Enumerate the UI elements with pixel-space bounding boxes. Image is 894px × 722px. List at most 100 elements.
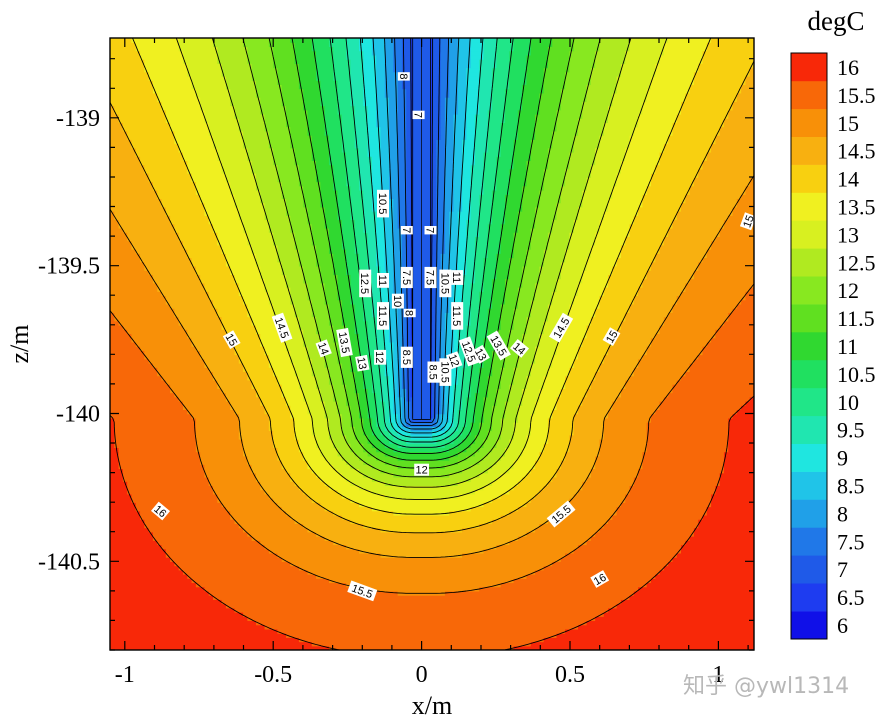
- contour-band-cell: [208, 126, 240, 132]
- contour-band-cell: [367, 400, 377, 406]
- contour-band-cell: [453, 413, 459, 419]
- contour-band-cell: [286, 346, 309, 351]
- contour-band-cell: [530, 139, 553, 145]
- contour-band-cell: [110, 80, 154, 86]
- contour-band-cell: [341, 227, 356, 233]
- contour-band-cell: [436, 282, 442, 288]
- contour-band-cell: [307, 206, 326, 212]
- contour-band-cell: [500, 316, 515, 322]
- contour-band-cell: [406, 257, 412, 263]
- contour-band-cell: [496, 443, 510, 449]
- contour-band-cell: [328, 460, 347, 465]
- contour-band-cell: [500, 143, 515, 149]
- contour-band-cell: [363, 586, 480, 592]
- contour-band-cell: [444, 240, 450, 246]
- contour-line-15-5: [110, 283, 754, 594]
- contour-band-cell: [444, 206, 455, 212]
- contour-band-cell: [560, 261, 588, 267]
- contour-band-cell: [483, 164, 497, 170]
- contour-band-cell: [191, 257, 227, 263]
- contour-band-cell: [406, 118, 412, 124]
- contour-band-cell: [397, 147, 407, 153]
- contour-band-cell: [582, 274, 609, 280]
- contour-band-cell: [646, 422, 729, 427]
- colorbar-label: 9.5: [837, 418, 865, 443]
- contour-band-cell: [526, 249, 545, 254]
- contour-band-cell: [569, 312, 596, 318]
- contour-band-cell: [436, 422, 442, 427]
- contour-band-cell: [432, 430, 446, 436]
- contour-band-cell: [114, 316, 180, 322]
- contour-band-cell: [457, 350, 467, 356]
- contour-band-cell: [363, 426, 373, 432]
- contour-band-cell: [380, 287, 390, 292]
- contour-band-cell: [436, 215, 446, 221]
- contour-band-cell: [470, 54, 485, 60]
- contour-band-cell: [393, 396, 403, 402]
- contour-band-cell: [487, 236, 502, 242]
- contour-band-cell: [642, 101, 682, 107]
- contour-band-cell: [384, 405, 390, 411]
- contour-band-cell: [517, 405, 536, 411]
- contour-band-cell: [569, 434, 605, 440]
- contour-band-cell: [110, 97, 158, 102]
- contour-band-cell: [479, 447, 493, 453]
- contour-band-cell: [354, 303, 364, 309]
- contour-band-cell: [401, 375, 407, 381]
- contour-band-cell: [389, 122, 399, 128]
- contour-band-cell: [432, 316, 437, 322]
- contour-band-cell: [324, 223, 343, 229]
- contour-band-cell: [543, 447, 570, 453]
- contour-band-cell: [110, 261, 145, 267]
- contour-band-cell: [432, 198, 437, 204]
- contour-band-cell: [281, 101, 304, 107]
- contour-band-cell: [547, 316, 566, 322]
- contour-band-cell: [522, 198, 540, 204]
- contour-band-cell: [406, 164, 412, 170]
- contour-band-cell: [359, 156, 373, 161]
- contour-band-cell: [384, 358, 394, 364]
- contour-band-cell: [393, 265, 403, 271]
- contour-band-cell: [264, 122, 287, 128]
- contour-band-cell: [616, 181, 652, 187]
- contour-band-cell: [462, 143, 476, 149]
- contour-band-cell: [148, 71, 188, 77]
- contour-label: 11: [450, 270, 464, 285]
- contour-band-cell: [277, 75, 300, 81]
- contour-band-cell: [110, 447, 120, 453]
- contour-band-cell: [260, 270, 283, 275]
- contour-band-cell: [213, 135, 244, 140]
- contour-band-cell: [144, 59, 184, 64]
- contour-band-cell: [268, 227, 291, 233]
- contour-band-cell: [359, 160, 373, 166]
- contour-band-cell: [127, 485, 214, 491]
- contour-band-cell: [208, 367, 244, 373]
- contour-band-cell: [255, 177, 279, 183]
- contour-band-cell: [303, 88, 321, 94]
- contour-band-cell: [114, 426, 197, 432]
- contour-band-cell: [457, 426, 463, 432]
- contour-band-cell: [633, 126, 674, 132]
- contour-band-cell: [238, 211, 266, 216]
- contour-band-cell: [496, 388, 510, 394]
- contour-band-cell: [479, 194, 493, 199]
- contour-band-cell: [363, 371, 373, 377]
- contour-band-cell: [148, 75, 193, 81]
- contour-band-cell: [711, 337, 754, 343]
- contour-band-cell: [191, 337, 231, 343]
- contour-band-cell: [638, 291, 682, 297]
- contour-band-cell: [307, 409, 326, 415]
- contour-band-cell: [363, 189, 373, 195]
- contour-band-cell: [118, 219, 171, 225]
- contour-band-cell: [380, 392, 390, 398]
- colorbar-swatch: [791, 80, 827, 110]
- contour-band-cell: [603, 523, 699, 529]
- contour-band-cell: [526, 574, 656, 579]
- contour-band-cell: [513, 38, 532, 43]
- contour-label-bg: [355, 354, 370, 372]
- contour-band-cell: [444, 202, 455, 208]
- contour-band-cell: [384, 253, 394, 259]
- contour-band-cell: [457, 67, 467, 73]
- contour-band-cell: [719, 472, 754, 478]
- contour-band-cell: [659, 325, 721, 330]
